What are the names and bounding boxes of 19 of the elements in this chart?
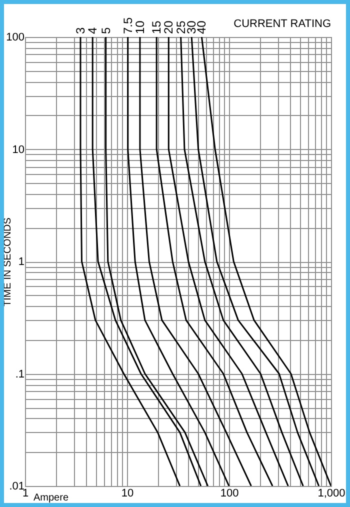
text: 20	[162, 20, 176, 34]
x-tick-label: 10	[121, 488, 134, 500]
y-tick-label: .1	[15, 368, 24, 380]
y-tick-label: 100	[6, 32, 24, 44]
x-axis-title: Ampere	[34, 492, 69, 504]
text: 7.5	[120, 16, 135, 34]
text: 10	[132, 20, 147, 34]
text: 25	[174, 20, 188, 34]
y-tick-label: 1	[18, 256, 24, 268]
text: 4	[86, 27, 100, 34]
text: 15	[150, 20, 164, 34]
text: 3	[73, 27, 88, 34]
x-tick-label: 1,000	[318, 488, 346, 500]
text: 40	[194, 20, 209, 34]
x-tick-label: 100	[220, 488, 239, 500]
legend-title: CURRENT RATING	[234, 18, 331, 30]
text: 5	[98, 27, 113, 34]
y-tick-label: 10	[12, 144, 24, 156]
y-tick-label: .01	[9, 480, 24, 492]
